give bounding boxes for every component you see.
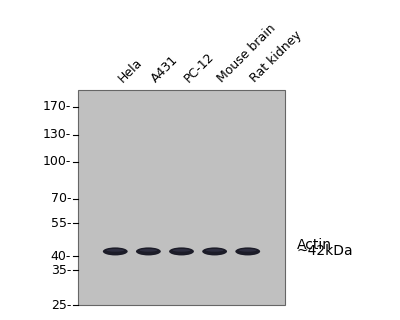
Ellipse shape (173, 249, 190, 252)
Text: Actin: Actin (297, 238, 332, 252)
Ellipse shape (239, 249, 256, 252)
Text: 130-: 130- (43, 128, 71, 141)
Ellipse shape (103, 247, 128, 255)
Ellipse shape (169, 247, 194, 255)
Ellipse shape (136, 247, 161, 255)
Text: 70-: 70- (50, 192, 71, 205)
Text: 170-: 170- (43, 100, 71, 113)
Text: 55-: 55- (50, 217, 71, 230)
Text: ~42kDa: ~42kDa (297, 244, 354, 259)
Text: 35-: 35- (51, 264, 71, 277)
Text: Mouse brain: Mouse brain (215, 22, 278, 85)
Text: 100-: 100- (43, 155, 71, 168)
Text: Hela: Hela (115, 56, 144, 85)
Text: Rat kidney: Rat kidney (248, 28, 304, 85)
Ellipse shape (140, 249, 157, 252)
Text: PC-12: PC-12 (182, 50, 216, 85)
Bar (78, 90, 285, 305)
Text: A431: A431 (148, 53, 180, 85)
Ellipse shape (235, 247, 260, 255)
Ellipse shape (106, 249, 124, 252)
Ellipse shape (206, 249, 223, 252)
Text: 40-: 40- (51, 250, 71, 263)
Ellipse shape (202, 247, 227, 255)
Text: 25-: 25- (51, 299, 71, 311)
